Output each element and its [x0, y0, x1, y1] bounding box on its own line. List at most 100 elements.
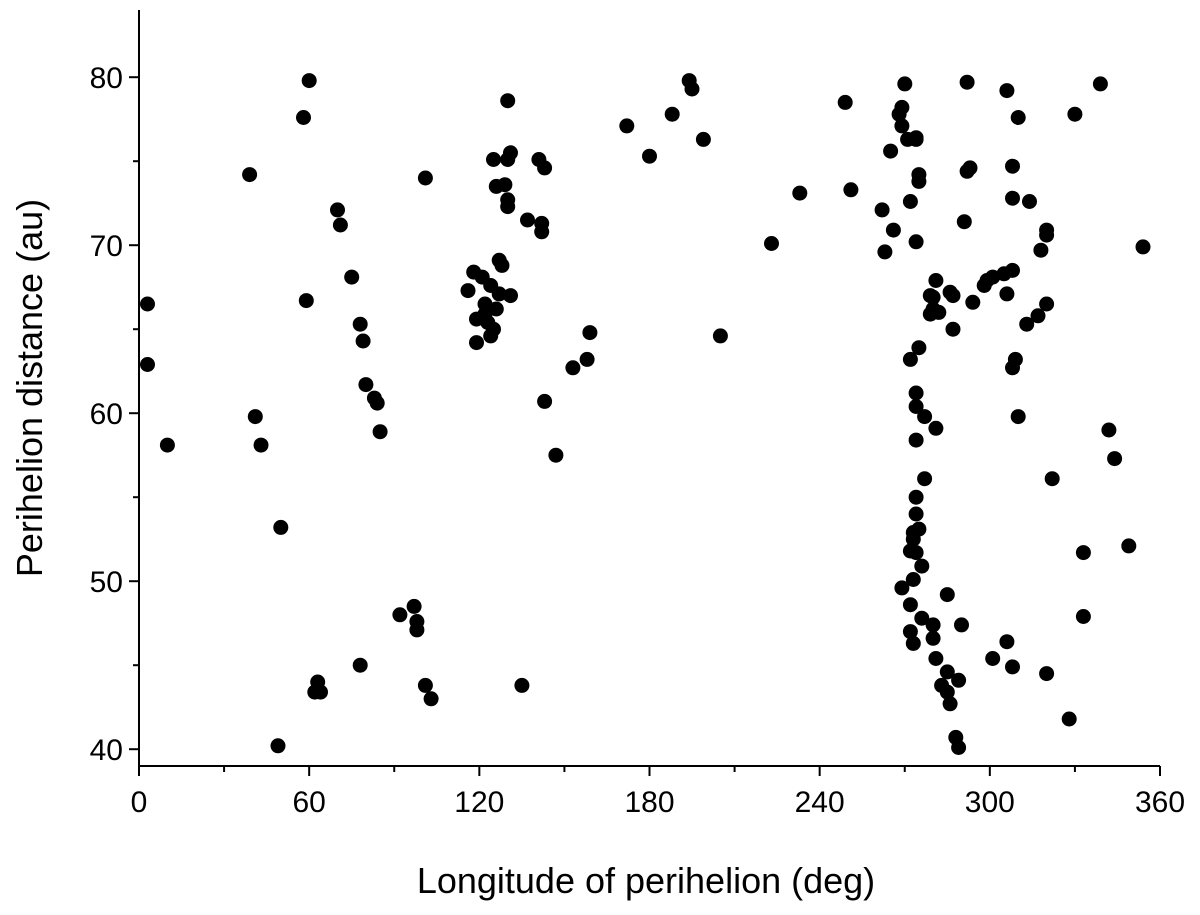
data-point [1019, 316, 1035, 332]
data-point [352, 316, 368, 332]
data-point [764, 236, 779, 251]
data-point [684, 81, 700, 97]
data-point [417, 677, 433, 693]
data-point [945, 321, 961, 337]
data-point [917, 409, 933, 425]
data-point [917, 471, 933, 487]
data-point [928, 420, 944, 436]
data-point [894, 99, 910, 115]
x-tick-label: 300 [965, 786, 1015, 819]
data-point [939, 664, 955, 680]
tick-marks [129, 76, 1161, 776]
data-point [1030, 308, 1046, 324]
data-point [931, 304, 947, 320]
data-point [902, 597, 918, 613]
data-point [925, 617, 941, 633]
data-point [999, 83, 1015, 99]
data-point [908, 432, 924, 448]
data-point [712, 328, 728, 344]
data-point [423, 691, 439, 707]
data-point [500, 93, 516, 109]
data-point [486, 152, 501, 167]
data-point [1033, 242, 1049, 258]
x-axis-title: Longitude of perihelion (deg) [417, 860, 875, 901]
data-point [945, 288, 961, 304]
data-point [954, 617, 969, 633]
data-point [664, 106, 680, 122]
data-point [928, 651, 944, 666]
data-point [355, 333, 371, 349]
data-point [488, 301, 504, 317]
data-point [1010, 409, 1026, 425]
y-axis-title: Perihelion distance (au) [9, 199, 50, 577]
x-tick-label: 0 [131, 786, 148, 819]
data-point [369, 395, 385, 411]
data-point [460, 283, 476, 299]
data-point [514, 677, 530, 693]
data-point [928, 273, 944, 288]
data-point [914, 610, 930, 626]
data-point [344, 269, 360, 285]
data-point [247, 409, 263, 425]
data-point [140, 296, 155, 312]
data-point [962, 160, 978, 176]
data-point [956, 214, 972, 230]
data-point [242, 167, 258, 183]
data-point [140, 357, 155, 372]
data-point [902, 351, 918, 367]
y-tick-label: 60 [90, 398, 123, 431]
data-point [503, 288, 518, 304]
data-point [843, 182, 859, 198]
data-point [925, 630, 941, 646]
data-point [1121, 538, 1137, 554]
axes [138, 10, 1160, 767]
y-tick-label: 50 [90, 566, 123, 599]
data-point [497, 177, 513, 193]
y-tick-label: 80 [90, 62, 123, 95]
data-point [902, 624, 918, 640]
data-point [1005, 659, 1020, 675]
x-tick-label: 180 [624, 786, 674, 819]
data-point [1039, 666, 1055, 682]
data-point [500, 199, 516, 215]
data-point [1061, 711, 1077, 727]
data-point [1005, 190, 1020, 206]
data-point [253, 437, 269, 453]
data-point [548, 447, 564, 463]
data-point [1005, 360, 1020, 376]
data-point [985, 269, 1001, 285]
data-point [792, 185, 808, 201]
data-point [1039, 296, 1055, 312]
data-point [358, 377, 374, 393]
data-point [894, 580, 910, 596]
data-point [1075, 609, 1091, 624]
data-point [537, 160, 553, 176]
data-point [951, 672, 967, 688]
data-point [1107, 451, 1123, 467]
data-point [296, 110, 311, 125]
data-point [1135, 239, 1151, 255]
data-point [409, 622, 425, 638]
data-point [1092, 76, 1108, 92]
data-point [619, 118, 635, 134]
data-point [301, 73, 317, 89]
data-point [565, 360, 581, 376]
data-point [911, 340, 927, 356]
data-point [1010, 110, 1026, 125]
data-point [885, 222, 901, 238]
data-point [503, 145, 518, 161]
data-point [925, 289, 941, 305]
data-point [908, 506, 924, 522]
data-point [332, 217, 348, 233]
data-point [942, 696, 958, 712]
data-point [491, 286, 507, 302]
data-point [372, 424, 388, 440]
data-point [486, 321, 501, 337]
tick-labels: 0 60 120 180 240 300 360 40 50 60 70 80 [90, 62, 1185, 819]
data-point [883, 143, 899, 159]
data-point [159, 437, 175, 453]
data-point [352, 657, 368, 673]
data-point [392, 607, 408, 623]
data-points [140, 73, 1151, 755]
